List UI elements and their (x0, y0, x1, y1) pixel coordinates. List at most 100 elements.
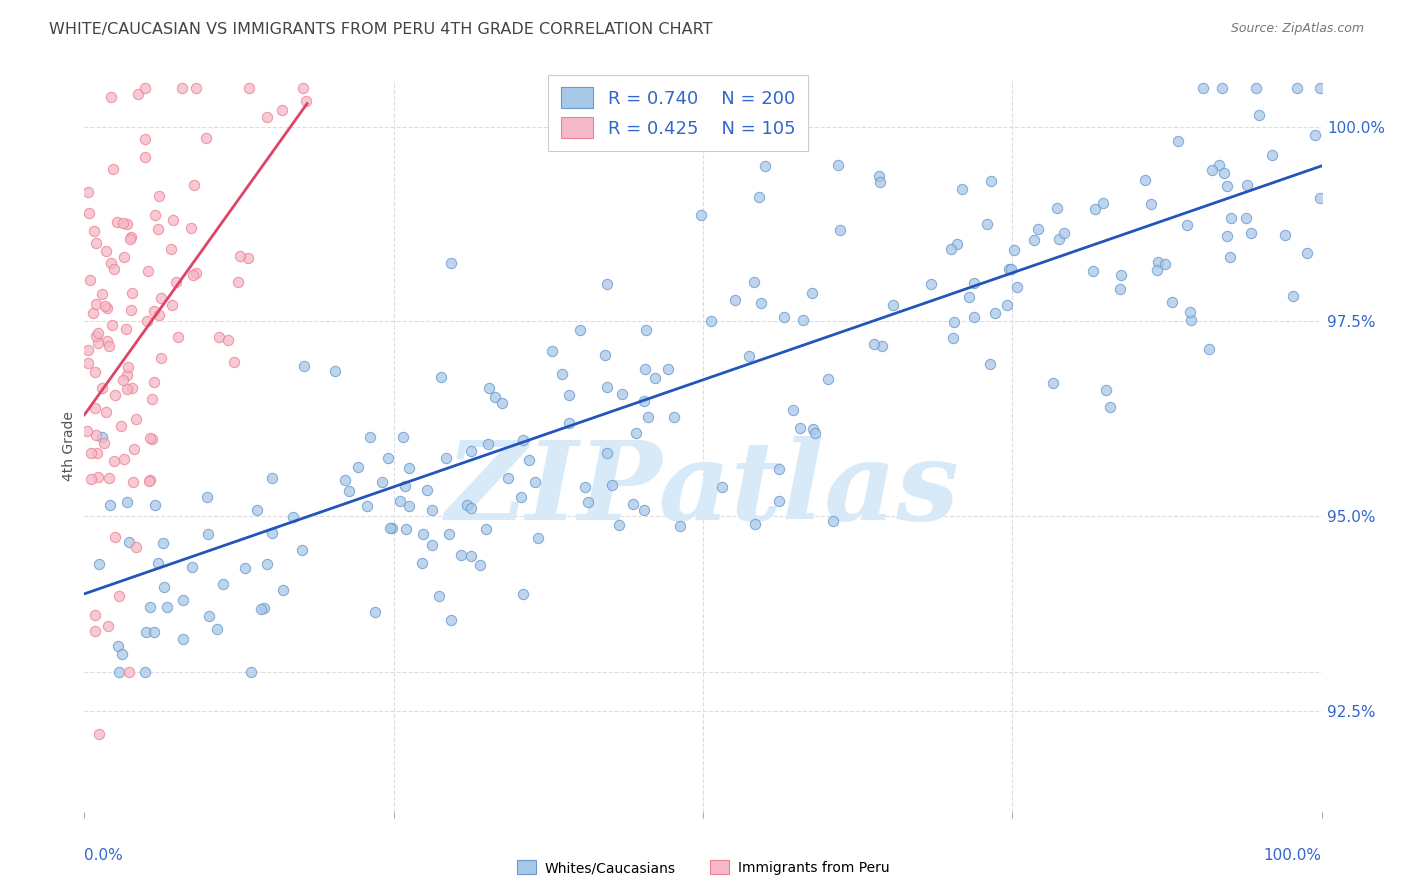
Point (460, 501, 482, 516)
Point (183, 178, 205, 192)
Point (89, 727, 111, 741)
Point (440, 613, 463, 627)
Point (115, 321, 138, 335)
Point (94, 244, 117, 258)
Point (420, 503, 443, 517)
Point (644, 371, 666, 385)
Point (186, 267, 208, 281)
Point (181, 560, 204, 574)
Point (1236, 178, 1258, 193)
Point (136, 264, 159, 278)
Point (145, 208, 167, 222)
Point (87, 326, 110, 341)
Point (370, 475, 392, 490)
Point (84, 235, 107, 250)
Point (1178, 304, 1201, 318)
Text: ZIPatlas: ZIPatlas (446, 436, 960, 543)
Point (1212, 166, 1234, 180)
Point (742, 275, 765, 289)
Point (115, 217, 138, 231)
Point (148, 222, 170, 236)
Point (134, 150, 156, 164)
Point (172, 593, 194, 607)
Point (295, 94, 318, 108)
Point (1022, 233, 1045, 247)
Point (98, 498, 121, 512)
Point (207, 623, 229, 637)
Point (738, 349, 761, 363)
Point (621, 497, 644, 511)
Point (1084, 202, 1107, 216)
Point (91, 430, 114, 444)
Point (115, 368, 138, 382)
Point (159, 242, 181, 256)
Point (962, 276, 984, 290)
Point (392, 430, 415, 444)
Legend: R = 0.740    N = 200, R = 0.425    N = 105: R = 0.740 N = 200, R = 0.425 N = 105 (548, 75, 808, 151)
Point (93, 299, 115, 313)
Point (134, 665, 156, 679)
Point (596, 446, 619, 460)
Point (1047, 232, 1070, 246)
Point (1167, 134, 1189, 148)
Point (440, 256, 463, 270)
Point (77, 356, 100, 370)
Point (110, 419, 132, 434)
Point (600, 477, 623, 491)
Point (942, 315, 965, 329)
Point (292, 81, 315, 95)
Point (115, 382, 138, 396)
Point (416, 483, 439, 497)
Point (107, 665, 129, 679)
Point (550, 367, 572, 381)
Point (1247, 108, 1270, 122)
Point (139, 473, 162, 487)
Point (801, 422, 824, 436)
Point (420, 538, 443, 552)
Point (356, 499, 378, 513)
Point (121, 381, 143, 395)
Point (127, 87, 149, 101)
Point (115, 495, 138, 509)
Point (249, 601, 271, 615)
Point (801, 285, 824, 300)
Point (558, 416, 581, 430)
Point (460, 549, 482, 563)
Point (143, 498, 166, 512)
Point (388, 494, 411, 508)
Point (118, 665, 141, 679)
Point (226, 275, 249, 289)
Point (162, 213, 184, 227)
Point (77, 343, 100, 357)
Point (96, 334, 118, 348)
Point (100, 89, 122, 103)
Point (574, 480, 596, 494)
Point (97, 338, 120, 352)
Point (633, 394, 655, 409)
Legend: Whites/Caucasians, Immigrants from Peru: Whites/Caucasians, Immigrants from Peru (510, 855, 896, 880)
Point (980, 174, 1002, 188)
Point (364, 605, 387, 619)
Point (141, 392, 163, 407)
Point (744, 516, 766, 531)
Point (138, 474, 160, 488)
Point (637, 409, 659, 424)
Point (963, 310, 986, 325)
Y-axis label: 4th Grade: 4th Grade (62, 411, 76, 481)
Point (134, 131, 156, 145)
Point (1261, 148, 1284, 162)
Point (1109, 268, 1132, 283)
Point (1192, 81, 1215, 95)
Point (439, 526, 461, 541)
Point (710, 480, 733, 494)
Point (152, 536, 174, 550)
Point (256, 558, 278, 572)
Point (111, 373, 134, 387)
Point (233, 560, 256, 574)
Point (475, 522, 498, 536)
Point (1028, 222, 1050, 236)
Point (942, 331, 965, 345)
Point (460, 444, 482, 458)
Point (90, 286, 112, 301)
Point (122, 475, 145, 489)
